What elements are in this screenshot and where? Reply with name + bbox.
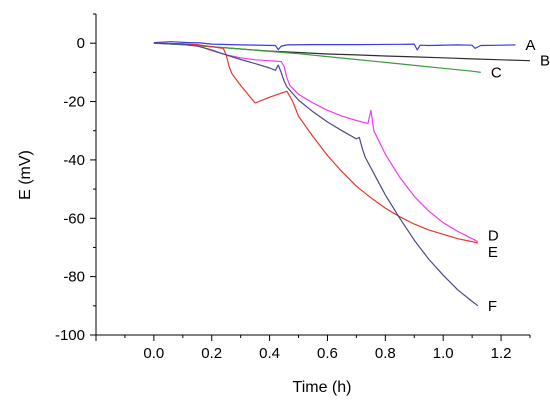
- y-tick-label: -60: [63, 210, 85, 227]
- axes: 0 -20 -40 -60 -80 -100 0.0 0.2 0.4 0.6 0.8 1.0 1.2: [55, 13, 531, 362]
- series-label-d: D: [488, 228, 499, 245]
- y-tick-label: -80: [63, 269, 85, 286]
- y-tick-label: 0: [77, 35, 85, 52]
- x-tick-label: 0.2: [201, 345, 222, 362]
- series-label-a: A: [526, 37, 536, 54]
- series-lines: [153, 41, 531, 307]
- x-tick-label: 1.2: [491, 345, 512, 362]
- x-tick-label: 0.6: [317, 345, 338, 362]
- y-tick-label: -40: [63, 152, 85, 169]
- x-tick-label: 1.0: [433, 345, 454, 362]
- y-tick-label: -20: [63, 94, 85, 111]
- y-tick-label: -100: [55, 327, 85, 344]
- series-labels: AB C DE F: [488, 37, 550, 315]
- series-label-b: B: [540, 53, 550, 70]
- x-tick-label: 0.4: [259, 345, 280, 362]
- series-line-e: [153, 42, 479, 244]
- x-axis-title: Time (h): [293, 379, 352, 396]
- y-axis-title: E (mV): [17, 150, 34, 200]
- x-tick-label: 0.0: [143, 345, 164, 362]
- x-tick-label: 0.8: [375, 345, 396, 362]
- series-label-e: E: [488, 244, 498, 261]
- series-label-f: F: [488, 298, 497, 315]
- series-label-c: C: [491, 64, 502, 81]
- series-line-f: [153, 42, 479, 307]
- series-line-d: [153, 42, 479, 243]
- series-line-a: [153, 41, 516, 51]
